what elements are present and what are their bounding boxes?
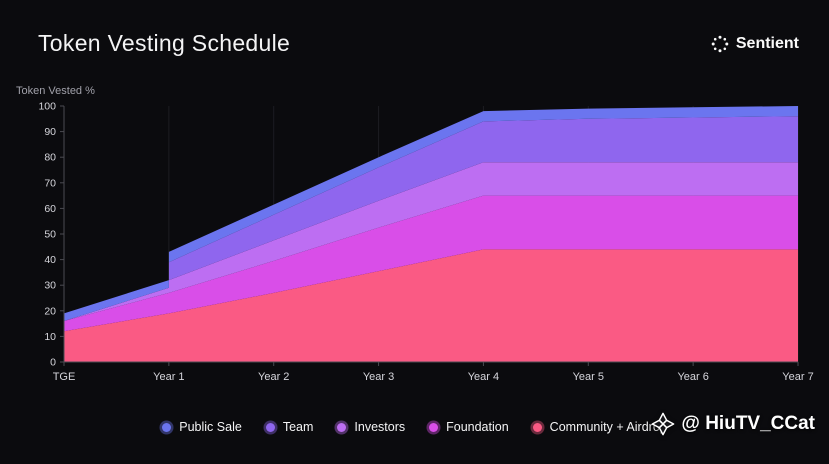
legend-marker-icon [532, 422, 542, 432]
svg-text:Year 2: Year 2 [258, 371, 289, 383]
y-axis-title: Token Vested % [16, 85, 95, 97]
chart-canvas: 0 10 20 30 40 50 60 70 80 90 100 TGE Year 1 Year 2 Yea… [38, 101, 813, 384]
svg-text:Year 4: Year 4 [468, 371, 499, 383]
chart-legend: Public Sale Team Investors Foundation Commun… [0, 414, 829, 440]
sentient-logo-icon [711, 35, 729, 53]
watermark: @ HiuTV_CCat [651, 412, 815, 436]
svg-text:10: 10 [44, 331, 56, 343]
legend-item-public-sale[interactable]: Public Sale [162, 420, 242, 434]
svg-text:70: 70 [44, 177, 56, 189]
legend-marker-icon [429, 422, 439, 432]
legend-item-foundation[interactable]: Foundation [429, 420, 509, 434]
svg-text:60: 60 [44, 203, 56, 215]
svg-text:TGE: TGE [53, 371, 76, 383]
svg-text:80: 80 [44, 152, 56, 164]
page-title: Token Vesting Schedule [38, 30, 291, 56]
svg-text:Year 3: Year 3 [363, 371, 394, 383]
vesting-area-chart: 0 10 20 30 40 50 60 70 80 90 100 TGE Year 1 Year 2 Yea… [14, 98, 814, 390]
legend-label: Team [282, 420, 314, 434]
legend-item-investors[interactable]: Investors [337, 420, 405, 434]
svg-text:Year 5: Year 5 [573, 371, 604, 383]
svg-text:20: 20 [44, 305, 56, 317]
svg-text:40: 40 [44, 254, 56, 266]
legend-marker-icon [265, 422, 275, 432]
svg-text:50: 50 [44, 229, 56, 241]
legend-item-community-airdrop[interactable]: Community + Airdrop [532, 420, 667, 434]
brand-name: Sentient [735, 34, 799, 52]
svg-text:0: 0 [50, 357, 56, 369]
legend-label: Community + Airdrop [549, 420, 667, 434]
svg-text:Year 1: Year 1 [153, 371, 184, 383]
legend-marker-icon [162, 422, 172, 432]
brand: Sentient [711, 35, 799, 53]
svg-text:100: 100 [38, 101, 56, 113]
svg-text:30: 30 [44, 280, 56, 292]
legend-marker-icon [337, 422, 347, 432]
watermark-pinwheel-icon [651, 412, 675, 436]
watermark-handle: @ HiuTV_CCat [681, 413, 815, 434]
legend-label: Public Sale [179, 420, 242, 434]
legend-item-team[interactable]: Team [265, 420, 314, 434]
svg-text:Year 7: Year 7 [782, 371, 813, 383]
legend-label: Foundation [446, 420, 509, 434]
header: Token Vesting Schedule Sentient [38, 30, 799, 57]
svg-text:90: 90 [44, 126, 56, 138]
legend-label: Investors [354, 420, 406, 434]
svg-text:Year 6: Year 6 [677, 371, 708, 383]
